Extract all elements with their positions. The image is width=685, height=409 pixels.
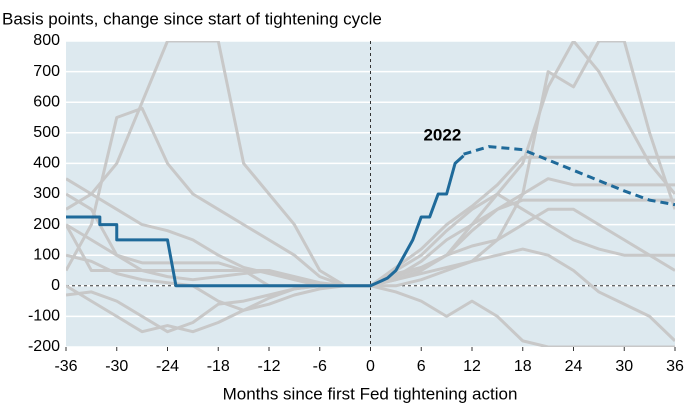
- x-axis-label: Months since first Fed tightening action: [223, 384, 518, 403]
- y-tick-label: 500: [33, 124, 60, 141]
- x-tick-label: -36: [54, 358, 77, 375]
- annotation: 2022: [423, 125, 461, 144]
- x-tick-label: -24: [156, 358, 179, 375]
- x-tick-label: 6: [417, 358, 426, 375]
- x-tick-label: -12: [257, 358, 280, 375]
- y-tick-label: -200: [28, 338, 60, 355]
- x-tick-label: 30: [615, 358, 633, 375]
- x-tick-label: -30: [105, 358, 128, 375]
- chart-subtitle: Basis points, change since start of tigh…: [2, 9, 382, 28]
- x-tick-label: 24: [565, 358, 583, 375]
- x-tick-label: 36: [666, 358, 684, 375]
- series-line: [463, 145, 675, 207]
- y-tick-label: 300: [33, 185, 60, 202]
- x-tick-label: 18: [514, 358, 532, 375]
- y-tick-label: 700: [33, 63, 60, 80]
- x-tick-label: 0: [366, 358, 375, 375]
- x-tick-label: -6: [313, 358, 327, 375]
- y-tick-label: 0: [51, 277, 60, 294]
- y-tick-label: 100: [33, 246, 60, 263]
- x-tick-label: -18: [207, 358, 230, 375]
- y-tick-label: 400: [33, 155, 60, 172]
- series-line: [66, 154, 465, 288]
- x-tick-label: 12: [463, 358, 481, 375]
- y-tick-label: -100: [28, 308, 60, 325]
- y-tick-label: 600: [33, 93, 60, 110]
- y-tick-label: 800: [33, 32, 60, 49]
- y-tick-label: 200: [33, 216, 60, 233]
